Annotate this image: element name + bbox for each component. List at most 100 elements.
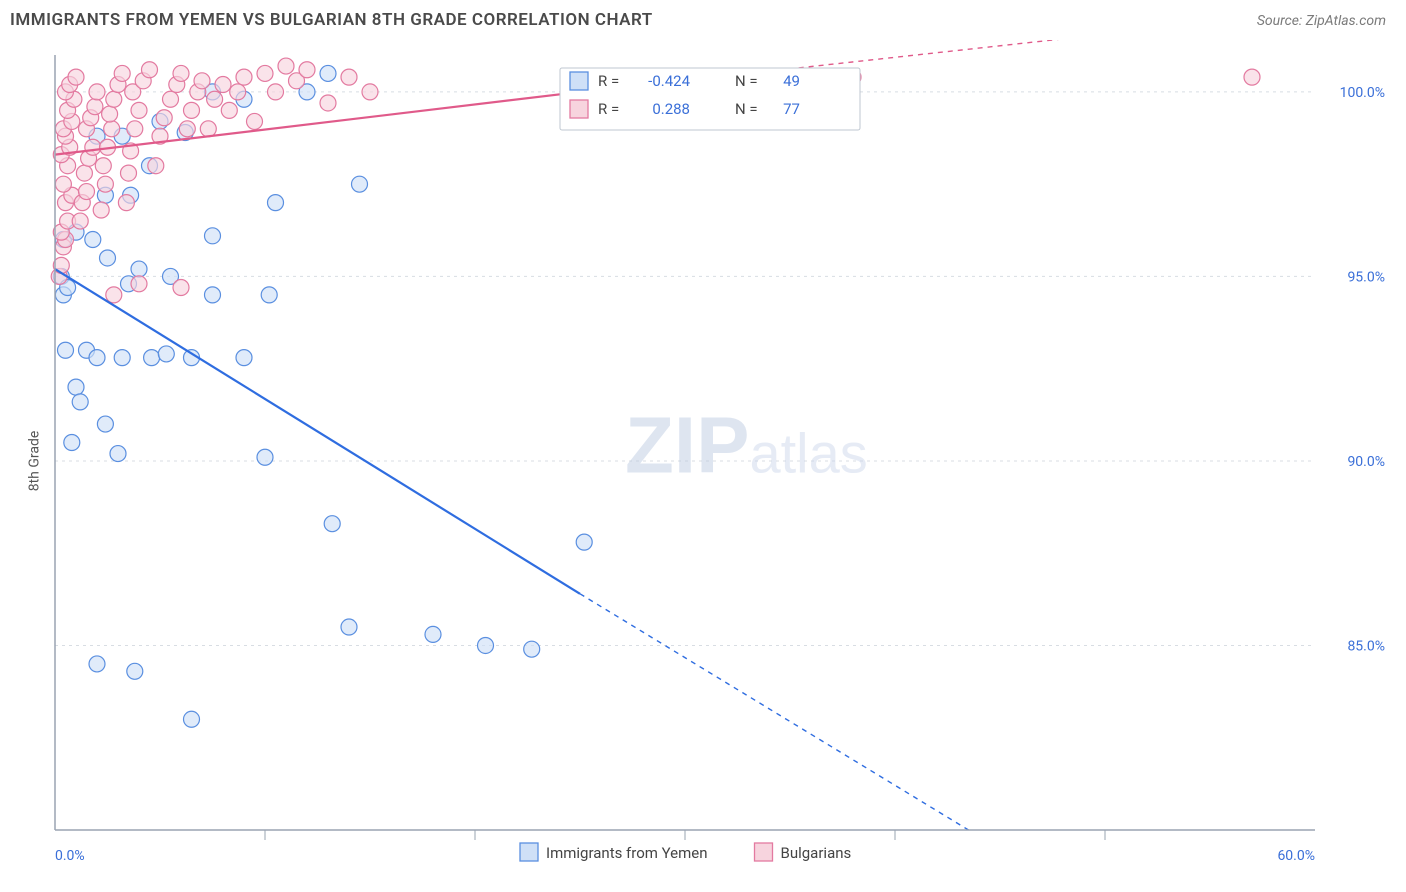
scatter-point — [257, 449, 273, 465]
scatter-point — [179, 121, 195, 137]
scatter-point — [79, 184, 95, 200]
y-axis-label: 8th Grade — [26, 431, 42, 492]
scatter-point — [268, 84, 284, 100]
scatter-point — [200, 121, 216, 137]
legend-swatch — [755, 843, 773, 861]
scatter-point — [104, 121, 120, 137]
scatter-point — [114, 350, 130, 366]
scatter-point — [144, 350, 160, 366]
scatter-point — [173, 280, 189, 296]
scatter-point — [324, 516, 340, 532]
scatter-point — [85, 139, 101, 155]
scatter-point — [341, 69, 357, 85]
scatter-point — [72, 394, 88, 410]
scatter-point — [156, 110, 172, 126]
scatter-point — [576, 534, 592, 550]
scatter-point — [261, 287, 277, 303]
scatter-point — [93, 202, 109, 218]
legend-n-value: 49 — [783, 72, 800, 90]
scatter-point — [118, 195, 134, 211]
scatter-point — [194, 73, 210, 89]
scatter-point — [89, 350, 105, 366]
scatter-point — [320, 95, 336, 111]
legend-series-label: Bulgarians — [781, 844, 852, 862]
scatter-point — [97, 416, 113, 432]
chart-source: Source: ZipAtlas.com — [1257, 13, 1386, 29]
scatter-point — [215, 77, 231, 93]
scatter-point — [148, 158, 164, 174]
scatter-point — [131, 276, 147, 292]
scatter-point — [100, 250, 116, 266]
legend-swatch — [570, 72, 588, 90]
legend-r-value: 0.288 — [652, 100, 690, 118]
legend-n-label: N = — [735, 100, 758, 118]
scatter-point — [320, 65, 336, 81]
scatter-point — [64, 435, 80, 451]
scatter-point — [121, 165, 137, 181]
scatter-point — [131, 261, 147, 277]
scatter-point — [76, 165, 92, 181]
legend-r-label: R = — [598, 100, 619, 118]
scatter-point — [278, 58, 294, 74]
scatter-point — [173, 65, 189, 81]
legend-swatch — [520, 843, 538, 861]
scatter-point — [58, 342, 74, 358]
scatter-point — [95, 158, 111, 174]
scatter-point — [163, 91, 179, 107]
scatter-point — [55, 176, 71, 192]
scatter-point — [110, 446, 126, 462]
legend-r-value: -0.424 — [648, 72, 690, 90]
legend-r-label: R = — [598, 72, 619, 90]
scatter-point — [478, 637, 494, 653]
scatter-point — [184, 711, 200, 727]
scatter-point — [236, 350, 252, 366]
legend-series-label: Immigrants from Yemen — [546, 844, 708, 862]
trend-line — [55, 269, 580, 594]
y-tick-label: 90.0% — [1347, 454, 1385, 470]
trend-line-extrapolated — [580, 594, 969, 830]
scatter-point — [205, 287, 221, 303]
scatter-point — [158, 346, 174, 362]
scatter-point — [425, 626, 441, 642]
scatter-point — [362, 84, 378, 100]
legend-n-label: N = — [735, 72, 758, 90]
scatter-point — [524, 641, 540, 657]
scatter-point — [114, 65, 130, 81]
scatter-point — [131, 102, 147, 118]
scatter-point — [184, 102, 200, 118]
scatter-point — [221, 102, 237, 118]
scatter-point — [127, 663, 143, 679]
scatter-point — [352, 176, 368, 192]
scatter-chart: 100.0% 95.0% 90.0% 85.0% ZIPatlas 0.0% 60.0% R … — [10, 40, 1396, 882]
watermark: ZIPatlas — [625, 401, 868, 490]
scatter-point — [205, 228, 221, 244]
scatter-point — [106, 91, 122, 107]
scatter-point — [72, 213, 88, 229]
scatter-point — [236, 69, 252, 85]
scatter-point — [87, 99, 103, 115]
scatter-point — [207, 91, 223, 107]
series-legend: Immigrants from Yemen Bulgarians — [520, 843, 851, 862]
scatter-point — [127, 121, 143, 137]
x-tick-label: 0.0% — [55, 848, 85, 864]
scatter-point — [68, 69, 84, 85]
scatter-point — [299, 62, 315, 78]
scatter-point — [341, 619, 357, 635]
legend-n-value: 77 — [783, 100, 800, 118]
scatter-point — [257, 65, 273, 81]
y-tick-label: 95.0% — [1347, 269, 1385, 285]
scatter-point — [247, 113, 263, 129]
scatter-point — [268, 195, 284, 211]
scatter-point — [85, 232, 101, 248]
scatter-point — [89, 84, 105, 100]
scatter-point — [97, 176, 113, 192]
scatter-point — [68, 379, 84, 395]
x-tick-label: 60.0% — [1277, 848, 1315, 864]
legend-swatch — [570, 100, 588, 118]
y-tick-label: 85.0% — [1347, 638, 1385, 654]
scatter-point — [89, 656, 105, 672]
scatter-point — [106, 287, 122, 303]
y-tick-label: 100.0% — [1340, 85, 1385, 101]
scatter-point — [102, 106, 118, 122]
scatter-point — [142, 62, 158, 78]
